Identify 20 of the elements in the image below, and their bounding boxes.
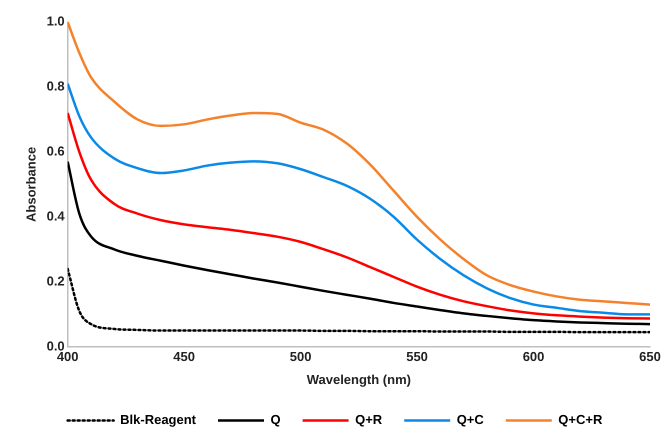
x-axis-title: Wavelength (nm) [306, 372, 411, 387]
y-tick-label: 0.6 [46, 144, 65, 158]
legend-label: Q+R [355, 412, 383, 428]
y-axis-title: Absorbance [23, 146, 38, 222]
x-tick-label: 450 [173, 349, 195, 364]
legend-label: Q+C [456, 412, 484, 428]
y-tick-label: 0.8 [46, 78, 65, 94]
legend-label: Blk-Reagent [120, 412, 197, 428]
x-tick-label: 600 [522, 349, 544, 364]
line-series [68, 268, 650, 334]
y-tick-label: 1.0 [46, 14, 65, 29]
legend-label: Q+C+R [558, 412, 603, 428]
legend-label: Q [270, 412, 281, 428]
y-tick-label: 0.4 [46, 208, 66, 224]
x-tick-label: 650 [639, 349, 661, 364]
y-tick-label: 0.2 [46, 273, 65, 288]
line-series [68, 22, 650, 306]
x-tick-label: 550 [406, 349, 428, 364]
line-series [68, 160, 650, 326]
x-tick-label: 500 [290, 349, 312, 364]
